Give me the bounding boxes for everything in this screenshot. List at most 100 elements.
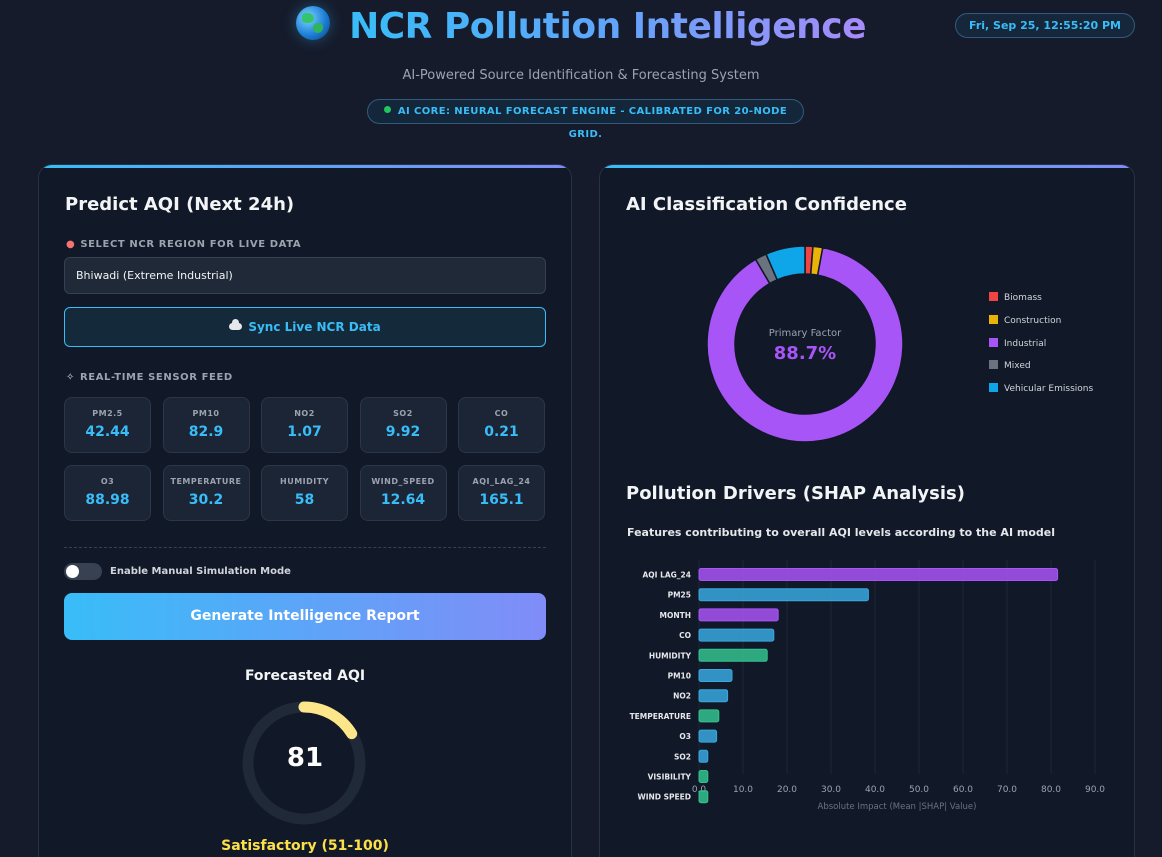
y-category-label: MONTH [659,611,691,620]
shap-bar[interactable] [698,588,869,602]
sensor-value: 1.07 [287,424,322,440]
legend-swatch [989,337,998,347]
region-select[interactable]: Bhiwadi (Extreme Industrial) [64,257,546,294]
x-tick-label: 0.0 [692,785,707,795]
forecast-label: Forecasted AQI [244,668,366,684]
aqi-category: Satisfactory (51-100) [221,838,389,854]
aqi-gauge [242,701,366,825]
sensor-card: PM10 82.9 [162,397,250,453]
manual-simulation-label: Enable Manual Simulation Mode [110,566,291,577]
legend-item[interactable]: Mixed [989,360,1093,383]
classification-legend: Biomass Construction Industrial Mixed Vehicu… [989,292,1093,406]
satellite-icon: ✧ [66,372,75,383]
legend-label: Construction [1004,315,1062,326]
shap-bar[interactable] [698,648,768,662]
donut-slice-industrial[interactable] [706,246,904,443]
legend-item[interactable]: Construction [989,314,1093,338]
shap-bar[interactable] [698,709,720,723]
primary-factor-value: 88.7% [773,343,837,364]
legend-label: Vehicular Emissions [1004,384,1094,395]
y-category-label: WIND SPEED [637,793,691,802]
sensor-name: TEMPERATURE [170,476,242,486]
x-tick-label: 60.0 [953,785,973,795]
y-category-label: HUMIDITY [649,651,692,660]
cloud-icon [229,319,243,330]
sensor-name: NO2 [294,409,315,418]
x-tick-label: 80.0 [1041,785,1061,795]
y-category-label: PM25 [668,591,691,600]
legend-swatch [989,383,998,393]
shap-bar[interactable] [698,669,733,682]
sensor-value: 0.21 [484,424,519,440]
generate-report-button[interactable]: Generate Intelligence Report [64,593,546,640]
donut-slice-vehicular-emissions[interactable] [765,245,806,281]
pin-icon: ● [66,239,76,250]
x-tick-label: 40.0 [865,785,885,795]
y-category-label: PM10 [668,672,691,681]
primary-factor-label: Primary Factor [768,328,842,339]
sensor-name: PM10 [192,409,220,418]
sensor-value: 58 [294,491,315,508]
shap-bar[interactable] [698,749,709,763]
shap-bar[interactable] [698,608,779,622]
x-tick-label: 30.0 [821,785,841,795]
sensor-value: 12.64 [380,491,426,508]
sensor-card: NO2 1.07 [261,397,348,453]
classification-title: AI Classification Confidence [626,194,907,215]
sensor-value: 88.98 [85,491,130,508]
legend-item[interactable]: Biomass [989,292,1093,315]
sensor-card: CO 0.21 [458,397,545,453]
legend-label: Industrial [1004,338,1047,349]
app-subtitle: AI-Powered Source Identification & Forec… [402,68,760,83]
sensor-card: AQI_LAG_24 165.1 [458,464,545,521]
sensor-name: PM2.5 [92,409,123,418]
legend-label: Mixed [1004,361,1031,372]
manual-simulation-toggle[interactable] [64,563,102,580]
sensor-card: PM2.5 42.44 [64,397,151,453]
shap-bar-chart: 0.0 10.0 20.0 30.0 40.0 50.0 60.0 70.0 80.0 90.0 A… [630,560,1105,812]
x-tick-label: 70.0 [997,785,1017,795]
shap-bar[interactable] [698,628,775,642]
sensor-card: TEMPERATURE 30.2 [162,464,250,521]
y-category-label: VISIBILITY [648,773,692,782]
sensor-name: O3 [100,476,115,486]
sensor-name: SO2 [393,409,413,418]
legend-swatch [989,292,998,301]
y-category-label: O3 [679,732,691,741]
globe-icon [295,5,330,40]
y-category-label: NO2 [673,692,691,701]
shap-bar[interactable] [698,689,729,703]
shap-bar[interactable] [698,790,709,804]
y-category-label: TEMPERATURE [630,712,691,721]
sync-live-data-button[interactable]: Sync Live NCR Data [64,307,546,347]
shap-bar[interactable] [698,770,709,783]
x-tick-label: 50.0 [909,785,929,795]
y-category-label: SO2 [674,752,691,761]
legend-swatch [989,314,998,324]
sensor-name: CO [494,409,509,418]
sensor-name: WIND_SPEED [371,476,435,486]
divider [64,547,546,548]
shap-description: Features contributing to overall AQI lev… [627,526,1055,539]
sensor-value: 42.44 [85,424,130,440]
shap-bar[interactable] [698,729,718,743]
sensor-name: AQI_LAG_24 [472,476,531,486]
sensor-value: 9.92 [385,424,421,440]
insights-panel: AI Classification Confidence Primary Fac… [599,164,1135,857]
core-status-text: AI CORE: NEURAL FORECAST ENGINE - CALIBR… [397,106,788,140]
x-axis-label: Absolute Impact (Mean |SHAP| Value) [818,802,977,812]
y-category-label: CO [679,631,691,640]
shap-bar[interactable] [698,568,1059,581]
status-dot-icon [383,106,391,113]
x-tick-label: 90.0 [1085,785,1105,795]
legend-item[interactable]: Industrial [989,337,1093,361]
sensor-value: 165.1 [479,491,524,508]
sensor-card: WIND_SPEED 12.64 [359,464,447,521]
legend-swatch [989,360,998,370]
x-tick-label: 10.0 [733,785,753,795]
region-label-text: SELECT NCR REGION FOR LIVE DATA [80,239,302,250]
sensor-card: O3 88.98 [64,464,151,521]
legend-item[interactable]: Vehicular Emissions [989,383,1093,406]
classification-donut-chart [706,245,904,443]
sensor-value: 82.9 [188,424,224,440]
